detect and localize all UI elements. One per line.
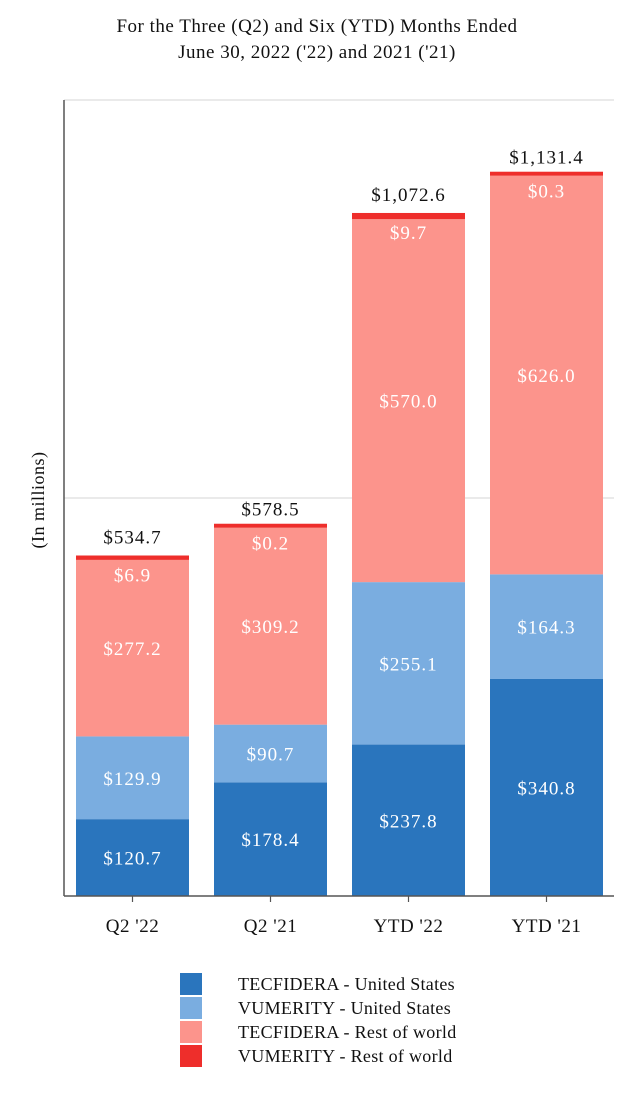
stacked-bar-chart: $120.7 $129.9 $277.2 $6.9 $534.7 $178.4 $90.7 $… [28,99,614,937]
legend-item: TECFIDERA - United States [180,972,540,996]
bar-segment [76,736,189,820]
legend-swatch-vumerity-row [180,1045,202,1067]
bar-total-label: $1,131.4 [509,148,584,169]
bar-value-label: $0.2 [252,534,289,555]
legend-label: VUMERITY - Rest of world [238,1045,453,1066]
bar-segment [214,782,327,896]
bar-segment [490,175,603,575]
bar-segment [352,219,465,583]
legend-item: VUMERITY - United States [180,996,540,1020]
bar-value-label: $90.7 [247,745,295,766]
bar-segment [352,744,465,896]
bar-segment [490,574,603,679]
bar-value-label: $626.0 [517,366,575,387]
legend-swatch-techfidera-row [180,1021,202,1043]
x-tick-label: YTD '21 [512,916,582,937]
bar-segment [214,724,327,783]
legend-label: TECFIDERA - Rest of world [238,1021,457,1042]
data-labels: $120.7 $129.9 $277.2 $6.9 $534.7 $178.4 $90.7 $… [103,148,584,870]
legend-item: VUMERITY - Rest of world [180,1044,540,1068]
chart-title-line-2: June 30, 2022 ('22) and 2021 ('21) [178,42,456,63]
bar-value-label: $309.2 [241,617,299,638]
bar-value-label: $120.7 [103,849,161,870]
x-tick-label: Q2 '22 [106,916,159,937]
axes: Q2 '22 Q2 '21 YTD '22 YTD '21 [63,100,614,937]
bar-segment [76,819,189,896]
bar-segment [490,678,603,896]
bar-segment [352,212,465,220]
bar-value-label: $255.1 [379,654,437,675]
bar-value-label: $277.2 [103,639,161,660]
bar-value-label: $9.7 [390,223,427,244]
chart-title: For the Three (Q2) and Six (YTD) Months … [0,14,634,66]
x-tick-label: YTD '22 [374,916,444,937]
bar-total-label: $534.7 [103,528,161,549]
bar-segment [352,582,465,745]
bar-value-label: $237.8 [379,811,437,832]
bar-value-label: $570.0 [379,392,437,413]
bar-total-label: $578.5 [241,500,299,521]
chart-title-line-1: For the Three (Q2) and Six (YTD) Months … [116,16,518,37]
bar-total-label: $1,072.6 [371,185,446,206]
legend-item: TECFIDERA - Rest of world [180,1020,540,1044]
bar-value-label: $129.9 [103,769,161,790]
bar-segment [76,559,189,737]
legend-swatch-vumerity-us [180,997,202,1019]
bar-value-label: $164.3 [517,618,575,639]
bar-segment [76,555,189,560]
bar-segment [214,523,327,528]
x-tick-label: Q2 '21 [244,916,297,937]
bar-segment [214,527,327,725]
legend-swatch-techfidera-us [180,973,202,995]
legend-label: TECFIDERA - United States [238,973,455,994]
bar-value-label: $6.9 [114,566,151,587]
bar-segment [490,171,603,176]
legend: TECFIDERA - United States VUMERITY - Uni… [180,972,540,1068]
bar-value-label: $178.4 [241,830,299,851]
bar-value-label: $0.3 [528,182,565,203]
bar-value-label: $340.8 [517,778,575,799]
y-axis-label: (In millions) [28,452,49,549]
bars [76,171,603,896]
legend-label: VUMERITY - United States [238,997,452,1018]
